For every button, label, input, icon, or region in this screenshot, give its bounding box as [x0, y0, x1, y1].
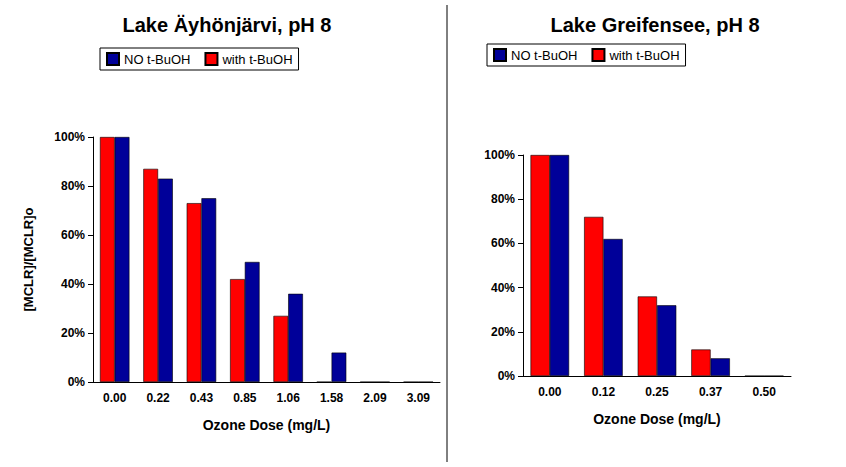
svg-text:[MCLR]/[MCLR]o: [MCLR]/[MCLR]o — [21, 207, 36, 311]
svg-text:0%: 0% — [68, 375, 86, 389]
svg-text:0.00: 0.00 — [103, 391, 127, 405]
svg-text:0.12: 0.12 — [592, 385, 616, 399]
svg-text:1.58: 1.58 — [320, 391, 344, 405]
svg-text:2.09: 2.09 — [363, 391, 387, 405]
svg-text:100%: 100% — [54, 130, 85, 144]
svg-text:0.25: 0.25 — [645, 385, 669, 399]
svg-text:0.22: 0.22 — [146, 391, 170, 405]
svg-text:1.06: 1.06 — [277, 391, 301, 405]
svg-text:0.00: 0.00 — [538, 385, 562, 399]
svg-text:60%: 60% — [61, 228, 85, 242]
svg-text:Lake Greifensee, pH 8: Lake Greifensee, pH 8 — [551, 14, 760, 36]
svg-text:20%: 20% — [491, 325, 515, 339]
svg-text:0.50: 0.50 — [753, 385, 777, 399]
svg-text:3.09: 3.09 — [407, 391, 431, 405]
svg-text:80%: 80% — [491, 192, 515, 206]
svg-text:0.85: 0.85 — [233, 391, 257, 405]
svg-text:40%: 40% — [491, 281, 515, 295]
svg-text:with t-BuOH: with t-BuOH — [221, 52, 292, 67]
svg-text:NO t-BuOH: NO t-BuOH — [124, 52, 190, 67]
svg-text:40%: 40% — [61, 277, 85, 291]
svg-text:100%: 100% — [484, 148, 515, 162]
svg-text:NO t-BuOH: NO t-BuOH — [511, 48, 577, 63]
svg-text:60%: 60% — [491, 236, 515, 250]
svg-text:Ozone Dose (mg/L): Ozone Dose (mg/L) — [203, 417, 331, 433]
svg-text:0%: 0% — [498, 369, 516, 383]
svg-text:20%: 20% — [61, 326, 85, 340]
svg-text:0.43: 0.43 — [190, 391, 214, 405]
svg-text:80%: 80% — [61, 179, 85, 193]
svg-text:with t-BuOH: with t-BuOH — [608, 48, 679, 63]
svg-text:0.37: 0.37 — [699, 385, 723, 399]
svg-text:Lake Äyhönjärvi, pH 8: Lake Äyhönjärvi, pH 8 — [123, 14, 332, 36]
svg-text:Ozone Dose (mg/L): Ozone Dose (mg/L) — [593, 411, 721, 427]
